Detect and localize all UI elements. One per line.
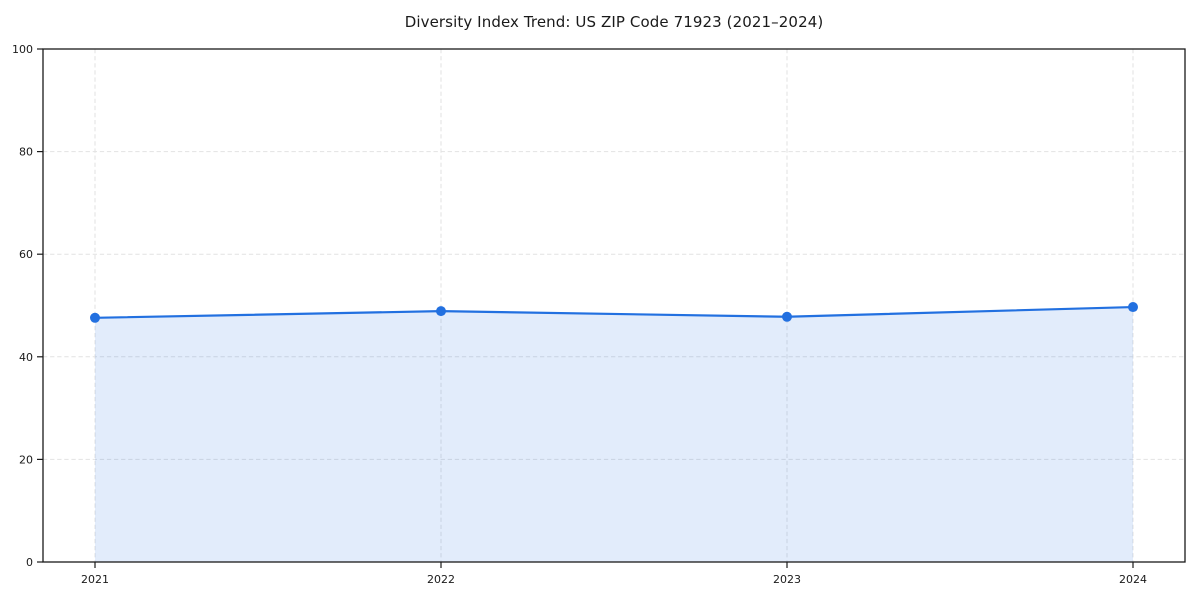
data-point bbox=[436, 306, 446, 317]
series-area bbox=[95, 307, 1133, 562]
x-tick-label: 2024 bbox=[1119, 573, 1147, 586]
x-tick-label: 2022 bbox=[427, 573, 455, 586]
y-tick-label: 60 bbox=[19, 248, 33, 261]
y-tick-label: 80 bbox=[19, 146, 33, 159]
chart-title: Diversity Index Trend: US ZIP Code 71923… bbox=[404, 13, 824, 31]
plot-border bbox=[42, 48, 1186, 563]
data-point bbox=[782, 311, 792, 322]
series-line bbox=[93, 305, 1135, 319]
x-tick-label: 2021 bbox=[81, 573, 109, 586]
y-tick-label: 100 bbox=[12, 43, 33, 56]
y-tick-label: 20 bbox=[19, 453, 33, 466]
y-tick-label: 0 bbox=[26, 556, 33, 569]
x-tick-label: 2023 bbox=[773, 573, 801, 586]
data-point bbox=[1128, 302, 1138, 313]
y-tick-label: 40 bbox=[19, 351, 33, 364]
data-point bbox=[90, 312, 100, 323]
